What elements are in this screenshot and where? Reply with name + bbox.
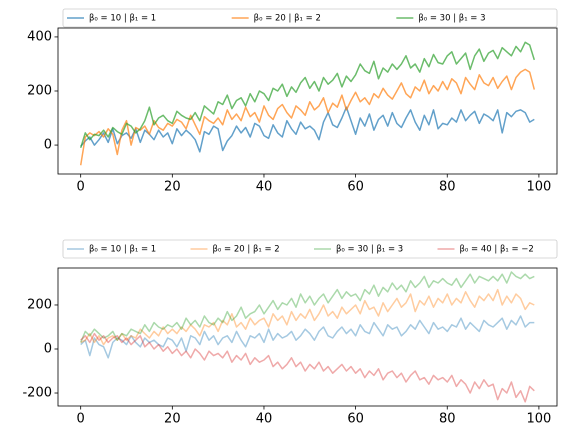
axes-frame bbox=[57, 27, 558, 175]
y-tick-label: 0 bbox=[44, 138, 52, 153]
legend-label: β₀ = 30 | β₁ = 3 bbox=[336, 245, 403, 255]
x-tick-label: 20 bbox=[164, 412, 181, 427]
data-line bbox=[80, 106, 535, 153]
legend-frame bbox=[62, 239, 558, 259]
legend-frame bbox=[62, 8, 558, 28]
x-tick-label: 40 bbox=[256, 180, 273, 195]
legend: β₀ = 10 | β₁ = 1 β₀ = 20 | β₁ = 2 β₀ = 30 … bbox=[62, 8, 558, 28]
x-tick-label: 0 bbox=[77, 412, 85, 427]
x-tick-label: 100 bbox=[526, 412, 551, 427]
x-tick-label: 100 bbox=[526, 180, 551, 195]
legend-label: β₀ = 20 | β₁ = 2 bbox=[254, 14, 321, 24]
x-tick-label: 80 bbox=[439, 180, 456, 195]
data-line bbox=[80, 271, 535, 343]
x-tick-label: 40 bbox=[256, 412, 273, 427]
y-tick-label: 200 bbox=[27, 83, 52, 98]
y-tick-label: 400 bbox=[27, 29, 52, 44]
x-tick-label: 60 bbox=[347, 180, 364, 195]
y-tick-label: -200 bbox=[22, 386, 52, 401]
x-tick-label: 0 bbox=[77, 180, 85, 195]
x-tick-label: 20 bbox=[164, 180, 181, 195]
data-line bbox=[79, 68, 536, 166]
y-tick-label: 0 bbox=[44, 341, 52, 356]
legend: β₀ = 10 | β₁ = 1 β₀ = 20 | β₁ = 2 β₀ = 30 … bbox=[62, 239, 558, 259]
legend-label: β₀ = 20 | β₁ = 2 bbox=[213, 245, 280, 255]
x-tick-label: 60 bbox=[347, 412, 364, 427]
legend-label: β₀ = 10 | β₁ = 1 bbox=[89, 14, 156, 24]
axes-frame bbox=[57, 267, 558, 407]
data-line bbox=[80, 332, 535, 403]
data-line bbox=[80, 288, 535, 346]
y-tick-label: 200 bbox=[27, 297, 52, 312]
legend-label: β₀ = 40 | β₁ = −2 bbox=[460, 245, 534, 255]
legend-label: β₀ = 10 | β₁ = 1 bbox=[89, 245, 156, 255]
legend-label: β₀ = 30 | β₁ = 3 bbox=[418, 14, 485, 24]
data-line bbox=[80, 315, 535, 359]
x-tick-label: 80 bbox=[439, 412, 456, 427]
data-line bbox=[79, 41, 536, 149]
